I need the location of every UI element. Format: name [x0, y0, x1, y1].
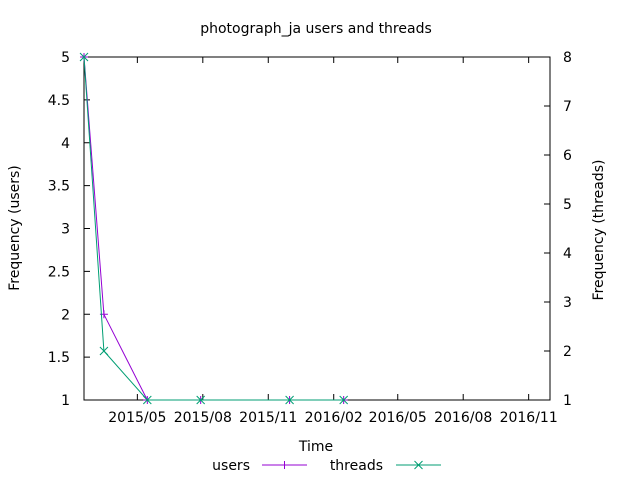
x-tick-label: 2016/08 — [434, 410, 492, 426]
x-tick-label: 2015/11 — [239, 410, 297, 426]
y-tick-label: 2.5 — [48, 264, 70, 280]
legend-label-threads: threads — [330, 458, 383, 474]
y2-tick-label: 7 — [563, 99, 572, 115]
y2-tick-label: 3 — [563, 295, 572, 311]
y-tick-label: 3.5 — [48, 179, 70, 195]
users-series-line — [83, 56, 344, 401]
x-tick-label: 2016/05 — [369, 410, 427, 426]
y2-tick-label: 5 — [563, 197, 572, 213]
y-tick-label: 4.5 — [48, 93, 70, 109]
threads-series-line — [83, 56, 344, 401]
threads-point — [339, 395, 349, 405]
threads-point — [99, 346, 109, 356]
chart-title: photograph_ja users and threads — [200, 21, 432, 37]
y-tick-label: 5 — [61, 50, 70, 66]
y2-tick-label: 6 — [563, 148, 572, 164]
y2-tick-label: 2 — [563, 344, 572, 360]
y-tick-label: 1 — [61, 393, 70, 409]
y-tick-label: 2 — [61, 307, 70, 323]
y2-tick-label: 8 — [563, 50, 572, 66]
y-tick-label: 1.5 — [48, 350, 70, 366]
legend: users threads — [212, 458, 441, 474]
x-tick-label: 2015/05 — [108, 410, 166, 426]
y-tick-label: 3 — [61, 222, 70, 238]
series-layer — [79, 52, 349, 405]
axes: 1 1.5 2 2.5 3 3.5 4 4.5 5 1 2 3 4 5 6 7 8 2015/05 2015/08 2… — [48, 50, 572, 426]
x-tick-label: 2016/11 — [500, 410, 558, 426]
legend-marker-threads — [414, 460, 423, 470]
plot-frame — [83, 56, 551, 401]
x-tick-label: 2016/02 — [305, 410, 363, 426]
y-axis-label: Frequency (users) — [7, 165, 23, 291]
threads-point — [79, 52, 89, 62]
threads-point — [142, 395, 152, 405]
legend-marker-users — [280, 461, 289, 469]
x-tick-label: 2015/08 — [174, 410, 232, 426]
y2-tick-label: 1 — [563, 393, 572, 409]
y-tick-label: 4 — [61, 136, 70, 152]
y2-tick-label: 4 — [563, 246, 572, 262]
threads-point — [285, 395, 294, 405]
x-axis-label: Time — [298, 439, 333, 455]
y2-axis-label: Frequency (threads) — [591, 160, 607, 301]
legend-label-users: users — [212, 458, 250, 474]
threads-point — [196, 395, 206, 405]
